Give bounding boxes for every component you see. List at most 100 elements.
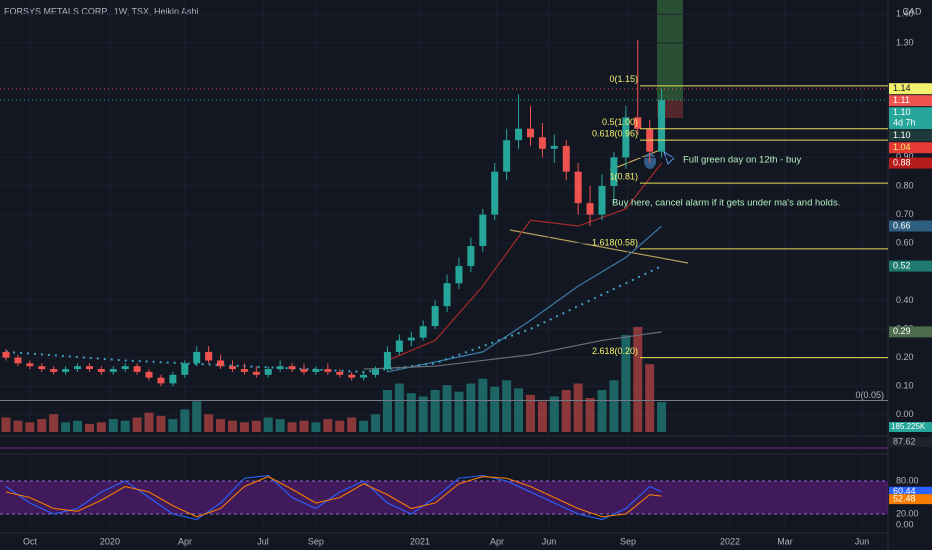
candle-body (50, 369, 58, 372)
volume-bar (621, 335, 631, 432)
x-tick-label: Jul (257, 536, 269, 546)
osc-marker (889, 494, 932, 505)
volume-bar (168, 419, 178, 432)
candle-body (324, 369, 332, 372)
volume-bar (549, 396, 559, 432)
volume-bar (382, 390, 392, 432)
moving-average (387, 225, 662, 373)
axis-marker-label: 1.14 (893, 83, 911, 93)
x-tick-label: 2022 (720, 536, 740, 546)
candle-body (38, 366, 46, 370)
axis-marker-label: 1.10 (893, 107, 911, 117)
moving-average (387, 162, 663, 362)
osc-tick-label: 0.00 (896, 519, 914, 529)
volume-bar (311, 422, 321, 432)
x-tick-label: Sep (308, 536, 324, 546)
candle-body (407, 337, 415, 341)
layout (0, 0, 889, 550)
candle-body (538, 137, 546, 149)
volume-bar (537, 401, 547, 432)
candle-body (419, 326, 427, 338)
volume-bar (454, 391, 464, 432)
volume-bar (394, 383, 404, 432)
candle-body (193, 351, 201, 364)
volume-bar (466, 383, 476, 432)
candle-body (26, 363, 34, 367)
volume-bar (418, 396, 428, 432)
candle-body (109, 369, 117, 372)
candle-body (145, 371, 153, 378)
candle-body (133, 366, 141, 372)
candle-body (658, 100, 666, 152)
oscillator-line (5, 474, 662, 521)
volume-bar (61, 422, 71, 432)
candle-body (228, 366, 236, 370)
candle-body (157, 377, 165, 384)
trend-line (609, 147, 666, 171)
volume-bar (597, 390, 607, 432)
x-tick-label: Mar (777, 536, 793, 546)
volume-bar (323, 419, 333, 432)
candle-body (586, 203, 594, 215)
axis-marker (889, 326, 932, 338)
chart-title: FORSYS METALS CORP., 1W, TSX, Heikin Ash… (4, 6, 199, 16)
arrow-icon (663, 150, 675, 165)
candle-body (348, 374, 356, 378)
mini-marker-label: 87.62 (893, 436, 916, 446)
candle-body (336, 371, 344, 375)
axis-marker-label: 1.10 (893, 130, 911, 140)
volume-bar (299, 420, 309, 432)
volume-bar (478, 378, 488, 432)
y-tick-label: 1.40 (896, 9, 914, 19)
axis-marker (889, 157, 932, 169)
volume-bar (347, 417, 357, 432)
candle-body (443, 283, 451, 307)
candle-body (217, 360, 225, 367)
volume-marker-label: 185.225K (891, 422, 926, 431)
candle-body (550, 145, 558, 149)
volume-bar (275, 419, 285, 432)
volume-bar (180, 409, 190, 432)
candle-body (276, 366, 284, 370)
volume-bar (371, 414, 381, 432)
x-tick-label: Sep (620, 536, 636, 546)
y-tick-label: 0.20 (896, 352, 914, 362)
oscillator-line (5, 475, 662, 518)
oscillator-band (0, 481, 888, 514)
candle-body (169, 374, 177, 384)
volume-bar (144, 412, 154, 432)
candle-body (288, 366, 296, 370)
fib-label: 0.5(1.00) (602, 117, 638, 127)
candle-body (574, 171, 582, 204)
fib-label: 0.618(0.96) (592, 129, 638, 139)
volume-bar (657, 402, 667, 432)
volume-bar (49, 414, 59, 432)
annotation: Full green day on 12th - buy (683, 155, 802, 166)
fib-label: 2.618(0.20) (592, 346, 638, 356)
volume-bar (251, 420, 261, 432)
candle-body (372, 369, 380, 375)
x-tick-label: 2021 (410, 536, 430, 546)
osc-marker-label: 60.44 (893, 486, 916, 496)
volume-bar (84, 423, 94, 432)
volume-bar (263, 417, 273, 432)
candle-body (312, 369, 320, 372)
volume-bar (561, 390, 571, 432)
candle-body (431, 306, 439, 327)
candle-body (264, 369, 272, 375)
volume-bar (227, 420, 237, 432)
volume-bar (585, 398, 595, 432)
y-tick-label: 0.10 (896, 381, 914, 391)
candle-body (252, 371, 260, 375)
axis-marker (889, 220, 932, 232)
axis-marker-label: 0.52 (893, 260, 911, 270)
volume-bar (359, 420, 369, 432)
candle-body (121, 366, 129, 370)
osc-marker-label: 52.48 (893, 494, 916, 504)
candle-body (383, 351, 391, 370)
profit-zone (657, 0, 683, 100)
mini-marker (889, 437, 932, 447)
volume-bar (216, 419, 226, 432)
candle-body (97, 369, 105, 372)
volume-bar (335, 420, 345, 432)
